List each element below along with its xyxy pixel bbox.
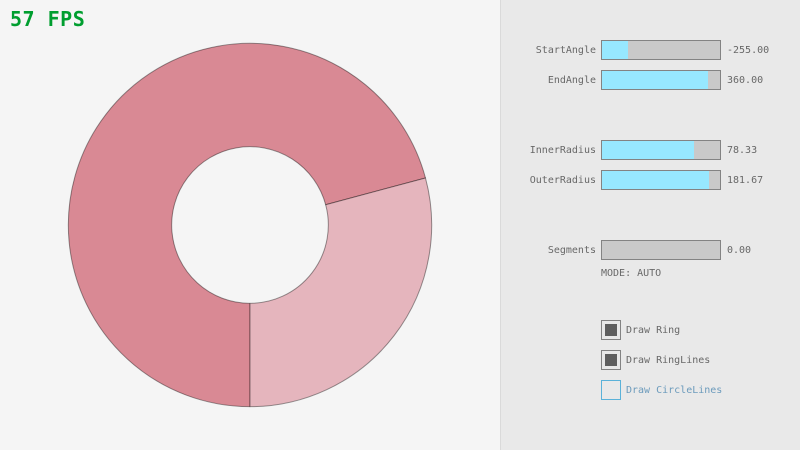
draw-ring-checkbox[interactable] [601,320,621,340]
endangle-value: 360.00 [727,75,764,86]
checkmark-icon [605,354,617,366]
endangle-slider-fill [602,71,709,89]
outerradius-value: 181.67 [727,175,764,186]
slider-row-outerradius: OuterRadius 181.67 [501,170,800,190]
fps-counter: 57 FPS [10,7,86,31]
endangle-label: EndAngle [547,75,596,86]
endangle-slider[interactable] [601,70,721,90]
draw-ringlines-label: Draw RingLines [626,355,711,366]
outerradius-slider-fill [602,171,710,189]
startangle-slider[interactable] [601,40,721,60]
draw-ringlines-checkbox[interactable] [601,350,621,370]
checkbox-row-draw-circlelines: Draw CircleLines [501,380,800,400]
draw-ring-label: Draw Ring [626,325,681,336]
checkmark-icon [605,324,617,336]
draw-circlelines-label: Draw CircleLines [626,385,723,396]
startangle-slider-fill [602,41,628,59]
slider-row-segments: Segments 0.00 [501,240,800,260]
startangle-value: -255.00 [727,45,770,56]
slider-row-innerradius: InnerRadius 78.33 [501,140,800,160]
segments-label: Segments [547,245,596,256]
segments-mode-text: MODE: AUTO [601,268,662,279]
innerradius-value: 78.33 [727,145,758,156]
slider-row-endangle: EndAngle 360.00 [501,70,800,90]
segments-value: 0.00 [727,245,752,256]
outerradius-slider[interactable] [601,170,721,190]
innerradius-slider[interactable] [601,140,721,160]
innerradius-slider-fill [602,141,695,159]
innerradius-label: InnerRadius [529,145,596,156]
startangle-label: StartAngle [535,45,596,56]
outerradius-label: OuterRadius [529,175,596,186]
segments-slider[interactable] [601,240,721,260]
checkbox-row-draw-ringlines: Draw RingLines [501,350,800,370]
draw-circlelines-checkbox[interactable] [601,380,621,400]
controls-panel: StartAngle -255.00 EndAngle 360.00 Inner… [500,0,800,450]
checkbox-row-draw-ring: Draw Ring [501,320,800,340]
slider-row-startangle: StartAngle -255.00 [501,40,800,60]
